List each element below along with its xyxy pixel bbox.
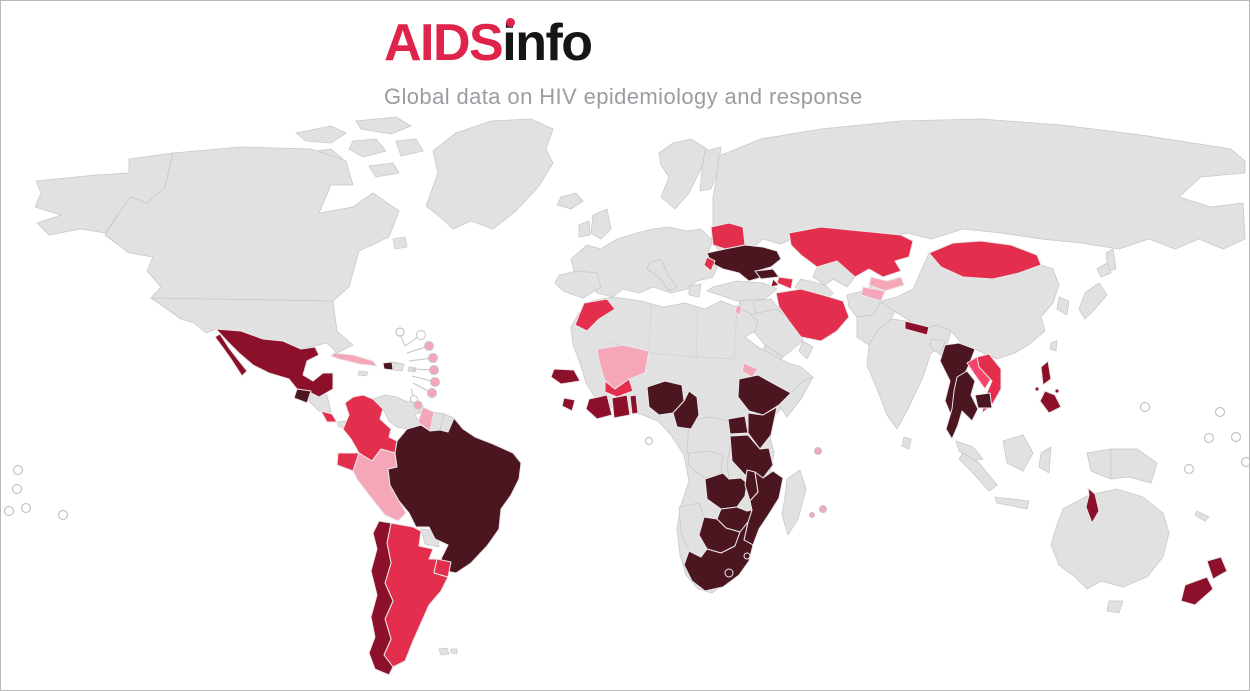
country-kyrgyzstan[interactable] — [868, 276, 905, 292]
island-reunion — [809, 512, 815, 518]
country-greenland[interactable] — [425, 118, 554, 230]
country-moldova[interactable] — [703, 256, 716, 272]
country-mongolia[interactable] — [928, 240, 1042, 280]
country-south-africa[interactable] — [683, 521, 754, 592]
country-burkina-faso[interactable] — [604, 378, 634, 398]
island-sao-tome — [644, 436, 654, 446]
country-morocco[interactable] — [574, 298, 616, 332]
region-mainland-europe[interactable] — [570, 226, 720, 298]
country-new-zealand[interactable] — [1180, 556, 1228, 606]
country-sri-lanka[interactable] — [901, 436, 912, 450]
country-tanzania[interactable] — [729, 434, 774, 479]
country-nepal[interactable] — [904, 320, 930, 336]
region-iberia[interactable] — [554, 270, 602, 299]
island-tasmania — [1106, 600, 1124, 614]
callout-island-marker[interactable] — [424, 341, 434, 351]
country-lesotho[interactable] — [724, 568, 734, 578]
country-bangladesh[interactable] — [929, 338, 946, 356]
logo-i-dot-icon — [506, 18, 516, 27]
country-vietnam[interactable] — [976, 353, 1002, 414]
region-scandinavia[interactable] — [658, 138, 708, 210]
country-ghana[interactable] — [611, 394, 631, 419]
caribbean-callouts — [395, 327, 440, 410]
sahara-border-lines — [610, 303, 738, 360]
country-italy[interactable] — [646, 258, 678, 292]
country-togo[interactable] — [629, 394, 639, 415]
country-india[interactable] — [866, 318, 952, 430]
country-cambodia[interactable] — [974, 392, 993, 409]
logo-info-text: info — [502, 14, 593, 72]
country-japan[interactable] — [1078, 262, 1112, 320]
country-finland[interactable] — [699, 146, 722, 192]
callout-island-marker[interactable] — [428, 353, 438, 363]
country-cuba[interactable] — [330, 352, 378, 367]
region-korea[interactable] — [1056, 296, 1070, 316]
country-philippines[interactable] — [1034, 360, 1062, 414]
country-brazil[interactable] — [387, 417, 522, 574]
country-ukraine[interactable] — [706, 244, 782, 282]
country-australia[interactable] — [1050, 488, 1170, 590]
country-madagascar[interactable] — [781, 469, 807, 536]
callout-island-marker[interactable] — [430, 377, 440, 387]
country-sierra-leone[interactable] — [561, 397, 576, 412]
country-malaysia[interactable] — [955, 440, 984, 462]
country-dominican-republic[interactable] — [392, 361, 405, 372]
site-tagline: Global data on HIV epidemiology and resp… — [384, 84, 863, 109]
country-iceland[interactable] — [556, 192, 584, 210]
island-taiwan — [1049, 340, 1058, 352]
country-seychelles[interactable] — [814, 447, 822, 455]
logo-aids-text: AIDS — [384, 14, 504, 72]
site-header: AIDSinfo Global data on HIV epidemiology… — [384, 17, 863, 110]
country-indonesia[interactable] — [958, 434, 1112, 510]
island-new-caledonia — [1194, 510, 1210, 522]
country-iran[interactable] — [775, 288, 850, 342]
country-papua-new-guinea[interactable] — [1110, 448, 1158, 484]
country-mexico[interactable] — [214, 328, 334, 398]
country-thailand[interactable] — [945, 370, 979, 440]
country-greece[interactable] — [688, 283, 702, 298]
island-newfoundland — [392, 236, 408, 250]
callout-island-marker[interactable] — [413, 400, 423, 410]
country-canada[interactable] — [104, 146, 400, 302]
country-jamaica[interactable] — [357, 370, 369, 377]
country-belarus[interactable] — [710, 222, 746, 250]
country-oman[interactable] — [798, 340, 814, 360]
country-costa-rica[interactable] — [320, 410, 338, 423]
country-eswatini[interactable] — [743, 552, 751, 560]
country-cote-divoire[interactable] — [585, 394, 613, 420]
country-venezuela[interactable] — [372, 394, 426, 430]
country-tajikistan[interactable] — [860, 286, 886, 302]
country-united-kingdom[interactable] — [590, 208, 612, 240]
country-lebanon[interactable] — [734, 304, 743, 316]
country-uganda[interactable] — [727, 415, 749, 435]
country-haiti[interactable] — [382, 361, 394, 371]
falkland-islands — [438, 647, 458, 656]
country-azerbaijan[interactable] — [776, 276, 794, 290]
country-kenya[interactable] — [747, 406, 778, 450]
pacific-island-markers — [3, 401, 1249, 521]
callout-island-marker[interactable] — [416, 330, 426, 340]
country-mauritius[interactable] — [819, 505, 827, 513]
country-laos[interactable] — [966, 356, 994, 390]
country-turkey[interactable] — [706, 280, 778, 302]
callout-island-marker[interactable] — [427, 388, 437, 398]
country-ethiopia[interactable] — [737, 374, 792, 416]
country-ireland[interactable] — [578, 220, 591, 238]
country-kazakhstan[interactable] — [788, 226, 914, 278]
callout-island-marker[interactable] — [429, 365, 439, 375]
callout-island-marker[interactable] — [410, 395, 418, 403]
callout-island-marker — [395, 327, 405, 337]
country-cameroon[interactable] — [672, 390, 700, 430]
country-armenia[interactable] — [770, 278, 780, 288]
country-uruguay[interactable] — [433, 558, 452, 578]
country-senegal[interactable] — [550, 368, 581, 385]
country-chile[interactable] — [368, 520, 394, 676]
country-timor-leste[interactable] — [1085, 487, 1100, 524]
country-guatemala[interactable] — [293, 388, 312, 404]
aidsinfo-logo[interactable]: AIDSinfo — [384, 17, 863, 69]
